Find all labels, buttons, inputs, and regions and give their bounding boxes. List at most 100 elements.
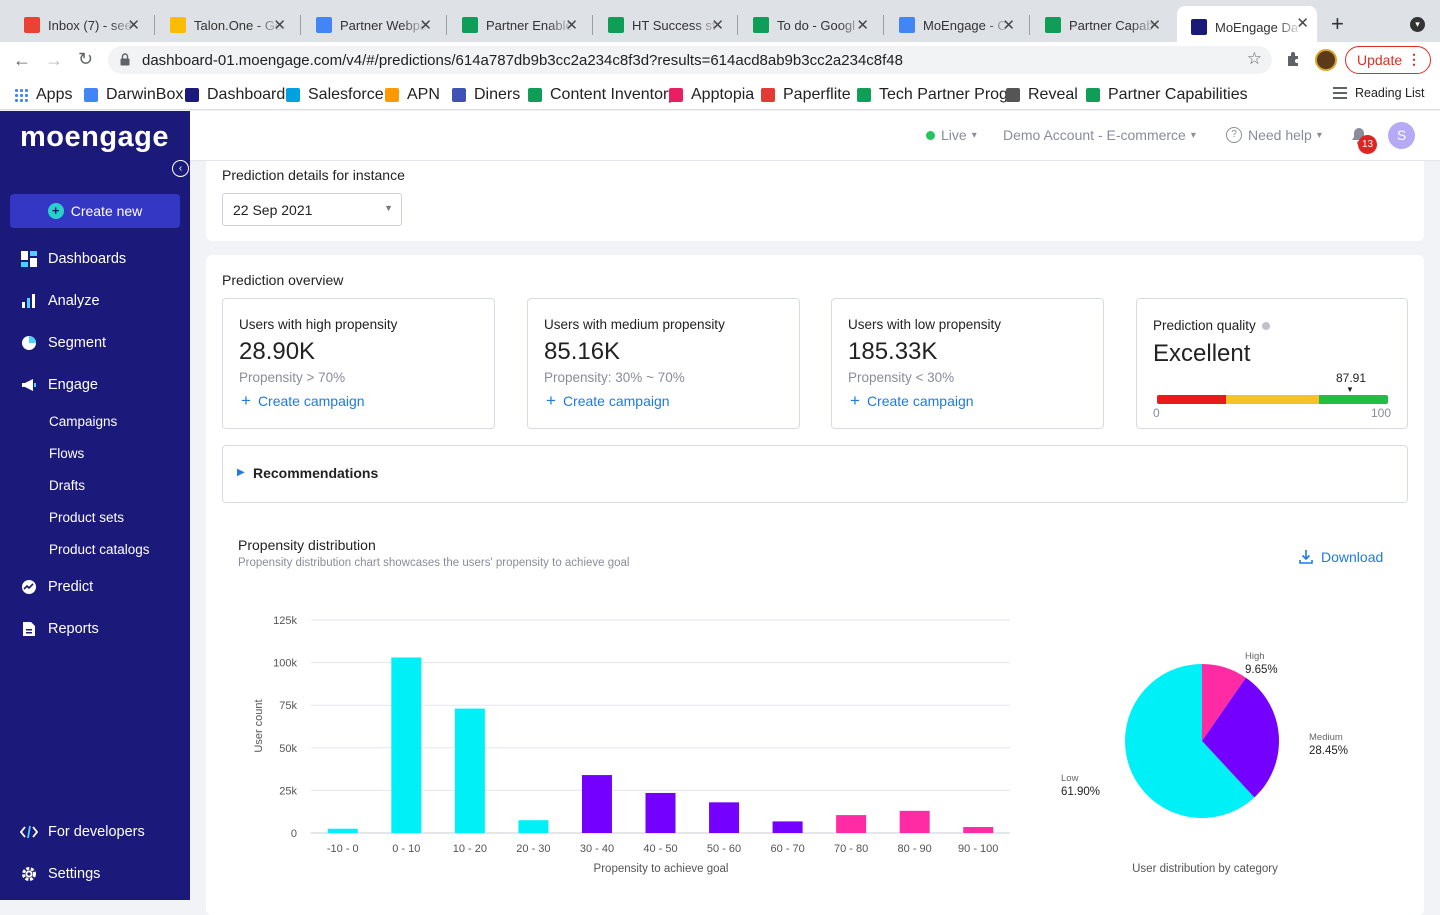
card-subtext: Propensity: 30% ~ 70%: [544, 370, 685, 385]
close-icon[interactable]: ✕: [1002, 17, 1015, 34]
distribution-subtitle: Propensity distribution chart showcases …: [238, 557, 630, 569]
sidebar-item[interactable]: Predict: [20, 578, 93, 596]
bookmark-item[interactable]: Apps: [14, 86, 72, 104]
sidebar-item-label: Segment: [48, 335, 107, 351]
bookmark-item[interactable]: Dashboard: [185, 86, 285, 104]
sidebar-item[interactable]: Settings: [20, 865, 100, 883]
bookmark-icon: [84, 88, 98, 102]
report-icon: [20, 620, 38, 638]
profile-avatar[interactable]: [1315, 49, 1337, 71]
bookmark-item[interactable]: Salesforce: [286, 86, 384, 104]
browser-tab[interactable]: Inbox (7) - see ✕: [10, 8, 148, 42]
bookmark-label: Content Inventory: [550, 86, 677, 103]
close-icon[interactable]: ✕: [565, 17, 578, 34]
sidebar-item[interactable]: Flows: [49, 446, 84, 461]
caret-right-icon: ▶: [237, 467, 245, 478]
bookmark-label: Paperflite: [783, 86, 851, 103]
bar-chart-icon: [20, 292, 38, 310]
create-campaign-link[interactable]: + Create campaign: [546, 392, 670, 409]
quality-scale-max: 100: [1371, 406, 1392, 420]
sidebar-item[interactable]: Campaigns: [49, 414, 117, 429]
tab-separator: [737, 15, 738, 35]
card-title: Users with high propensity: [239, 317, 398, 332]
reading-list-icon: [1333, 87, 1347, 99]
bookmark-label: Dashboard: [207, 86, 286, 103]
bookmark-item[interactable]: Diners: [452, 86, 520, 104]
close-icon[interactable]: ✕: [127, 17, 140, 34]
card-title: Users with medium propensity: [544, 317, 725, 332]
sidebar-item[interactable]: Segment: [20, 334, 106, 352]
close-icon[interactable]: ✕: [711, 17, 724, 34]
sidebar-subitem-label: Flows: [49, 446, 85, 461]
bookmark-item[interactable]: Tech Partner Prog...: [857, 86, 1021, 104]
tab-title: Inbox (7) - see: [48, 17, 132, 33]
sidebar-item[interactable]: Drafts: [49, 478, 85, 493]
close-icon[interactable]: ✕: [273, 17, 286, 34]
recommendations-label: Recommendations: [253, 465, 379, 481]
google-calendar-icon: [899, 17, 915, 33]
browser-tab[interactable]: To do - Googl ✕: [739, 8, 877, 42]
extensions-icon[interactable]: [1285, 51, 1301, 67]
sidebar-item-label: Analyze: [48, 293, 100, 309]
bookmark-item[interactable]: Content Inventory: [528, 86, 676, 104]
browser-tab[interactable]: Partner Capab ✕: [1031, 8, 1169, 42]
browser-tab[interactable]: MoEngage - C ✕: [885, 8, 1023, 42]
quality-title-text: Prediction quality: [1153, 318, 1256, 333]
help-menu[interactable]: ? Need help ▾: [1226, 127, 1322, 143]
create-campaign-link[interactable]: + Create campaign: [850, 392, 974, 409]
tab-title: Partner Enable: [486, 17, 573, 33]
bookmark-item[interactable]: APN: [385, 86, 440, 104]
instance-date-select[interactable]: 22 Sep 2021 ▼: [222, 193, 402, 226]
code-icon: [20, 823, 38, 841]
browser-tab[interactable]: HT Success st ✕: [594, 8, 732, 42]
bookmark-label: Apptopia: [691, 86, 755, 103]
sidebar-item[interactable]: Dashboards: [20, 250, 126, 268]
recommendations-panel[interactable]: ▶ Recommendations: [222, 445, 1408, 503]
browser-tab[interactable]: Partner Enable ✕: [448, 8, 586, 42]
tab-separator: [883, 15, 884, 35]
quality-scale-min: 0: [1153, 406, 1160, 420]
browser-tab[interactable]: MoEngage Da ✕: [1177, 6, 1317, 48]
browser-tab[interactable]: Talon.One - Go ✕: [156, 8, 294, 42]
bookmark-item[interactable]: Reveal: [1006, 86, 1078, 104]
create-new-button[interactable]: + Create new: [10, 194, 180, 228]
sidebar-subitem-label: Product catalogs: [49, 542, 150, 557]
sidebar-item[interactable]: Product catalogs: [49, 542, 150, 557]
new-tab-button[interactable]: +: [1331, 11, 1344, 36]
bookmark-item[interactable]: DarwinBox: [84, 86, 183, 104]
address-bar[interactable]: dashboard-01.moengage.com/v4/#/predictio…: [108, 46, 1272, 74]
browser-tab[interactable]: Partner Webpa ✕: [302, 8, 440, 42]
sidebar-item[interactable]: Reports: [20, 620, 99, 638]
reading-list[interactable]: Reading List: [1333, 86, 1425, 100]
bookmark-item[interactable]: Apptopia: [669, 86, 754, 104]
create-campaign-link[interactable]: + Create campaign: [241, 392, 365, 409]
forward-icon[interactable]: →: [45, 50, 63, 70]
info-icon[interactable]: [1261, 321, 1270, 330]
bookmark-item[interactable]: Partner Capabilities: [1086, 86, 1248, 104]
close-icon[interactable]: ✕: [1148, 17, 1161, 34]
bookmark-star-icon[interactable]: ☆: [1246, 49, 1262, 68]
sidebar-item[interactable]: Product sets: [49, 510, 124, 525]
update-button[interactable]: Update ⋮: [1345, 46, 1431, 74]
google-sheets-icon: [1045, 17, 1061, 33]
sidebar-item[interactable]: For developers: [20, 823, 145, 841]
tab-title: HT Success st: [632, 17, 716, 33]
sidebar-item[interactable]: Analyze: [20, 292, 100, 310]
update-label: Update: [1357, 52, 1403, 68]
url-text: dashboard-01.moengage.com/v4/#/predictio…: [142, 51, 903, 69]
user-avatar[interactable]: S: [1388, 122, 1415, 149]
close-icon[interactable]: ✕: [856, 17, 869, 34]
close-icon[interactable]: ✕: [1296, 15, 1309, 32]
account-selector[interactable]: Demo Account - E-commerce ▾: [1003, 127, 1196, 143]
env-selector[interactable]: Live ▾: [926, 127, 977, 143]
download-button[interactable]: Download: [1298, 549, 1383, 565]
bookmark-label: Tech Partner Prog...: [879, 86, 1022, 103]
collapse-sidebar-icon[interactable]: ‹: [172, 160, 189, 177]
bookmark-item[interactable]: Paperflite: [761, 86, 851, 104]
back-icon[interactable]: ←: [13, 50, 31, 70]
reload-icon[interactable]: ↻: [78, 49, 94, 69]
tab-search-icon[interactable]: ▾: [1410, 17, 1425, 32]
tab-separator: [154, 15, 155, 35]
close-icon[interactable]: ✕: [419, 17, 432, 34]
sidebar-item[interactable]: Engage: [20, 376, 98, 394]
